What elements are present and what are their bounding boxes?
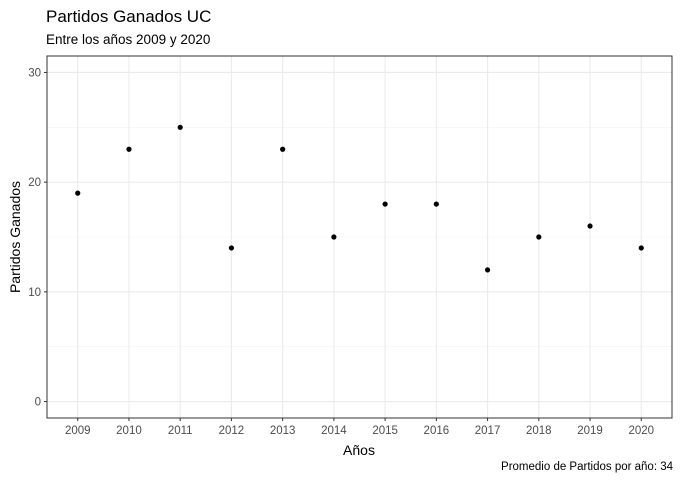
data-point: [433, 201, 439, 207]
data-point: [280, 146, 286, 152]
x-axis-ticks: 2009 2010 2011 2012 2013 2014 2015 2016 2017 2018…: [65, 418, 654, 437]
x-tick-label: 2009: [65, 425, 91, 437]
y-tick-label: 30: [28, 67, 41, 79]
x-tick-label: 2010: [116, 425, 142, 437]
data-point: [484, 267, 491, 273]
data-point: [587, 223, 593, 229]
chart-title: Partidos Ganados UC: [46, 7, 212, 26]
minor-grid: [47, 127, 672, 347]
chart-caption: Promedio de Partidos por año: 34: [501, 461, 673, 473]
x-axis-title: Años: [343, 442, 375, 458]
data-point: [331, 234, 337, 240]
x-tick-label: 2012: [219, 425, 245, 437]
x-tick-label: 2017: [475, 425, 501, 437]
x-tick-label: 2015: [372, 425, 398, 437]
y-tick-label: 10: [28, 287, 41, 299]
data-point: [177, 124, 183, 130]
x-tick-label: 2013: [270, 425, 296, 437]
x-tick-label: 2014: [321, 425, 347, 437]
x-tick-label: 2020: [628, 425, 654, 437]
x-tick-label: 2016: [424, 425, 450, 437]
data-point: [382, 201, 388, 207]
major-grid: [47, 56, 672, 418]
y-tick-label: 0: [35, 397, 41, 409]
data-point: [228, 245, 235, 251]
data-point: [75, 190, 81, 196]
chart-subtitle: Entre los años 2009 y 2020: [46, 32, 211, 47]
y-axis-title: Partidos Ganados: [7, 181, 23, 293]
panel-border: [46, 55, 673, 419]
y-axis-ticks: 0 10 20 30: [28, 67, 47, 409]
x-tick-label: 2018: [526, 425, 552, 437]
x-tick-label: 2019: [577, 425, 603, 437]
data-point: [536, 234, 542, 240]
x-tick-label: 2011: [168, 425, 193, 437]
data-point: [638, 245, 644, 251]
data-point: [126, 146, 132, 152]
data-points: [75, 124, 644, 273]
y-tick-label: 20: [28, 177, 41, 189]
